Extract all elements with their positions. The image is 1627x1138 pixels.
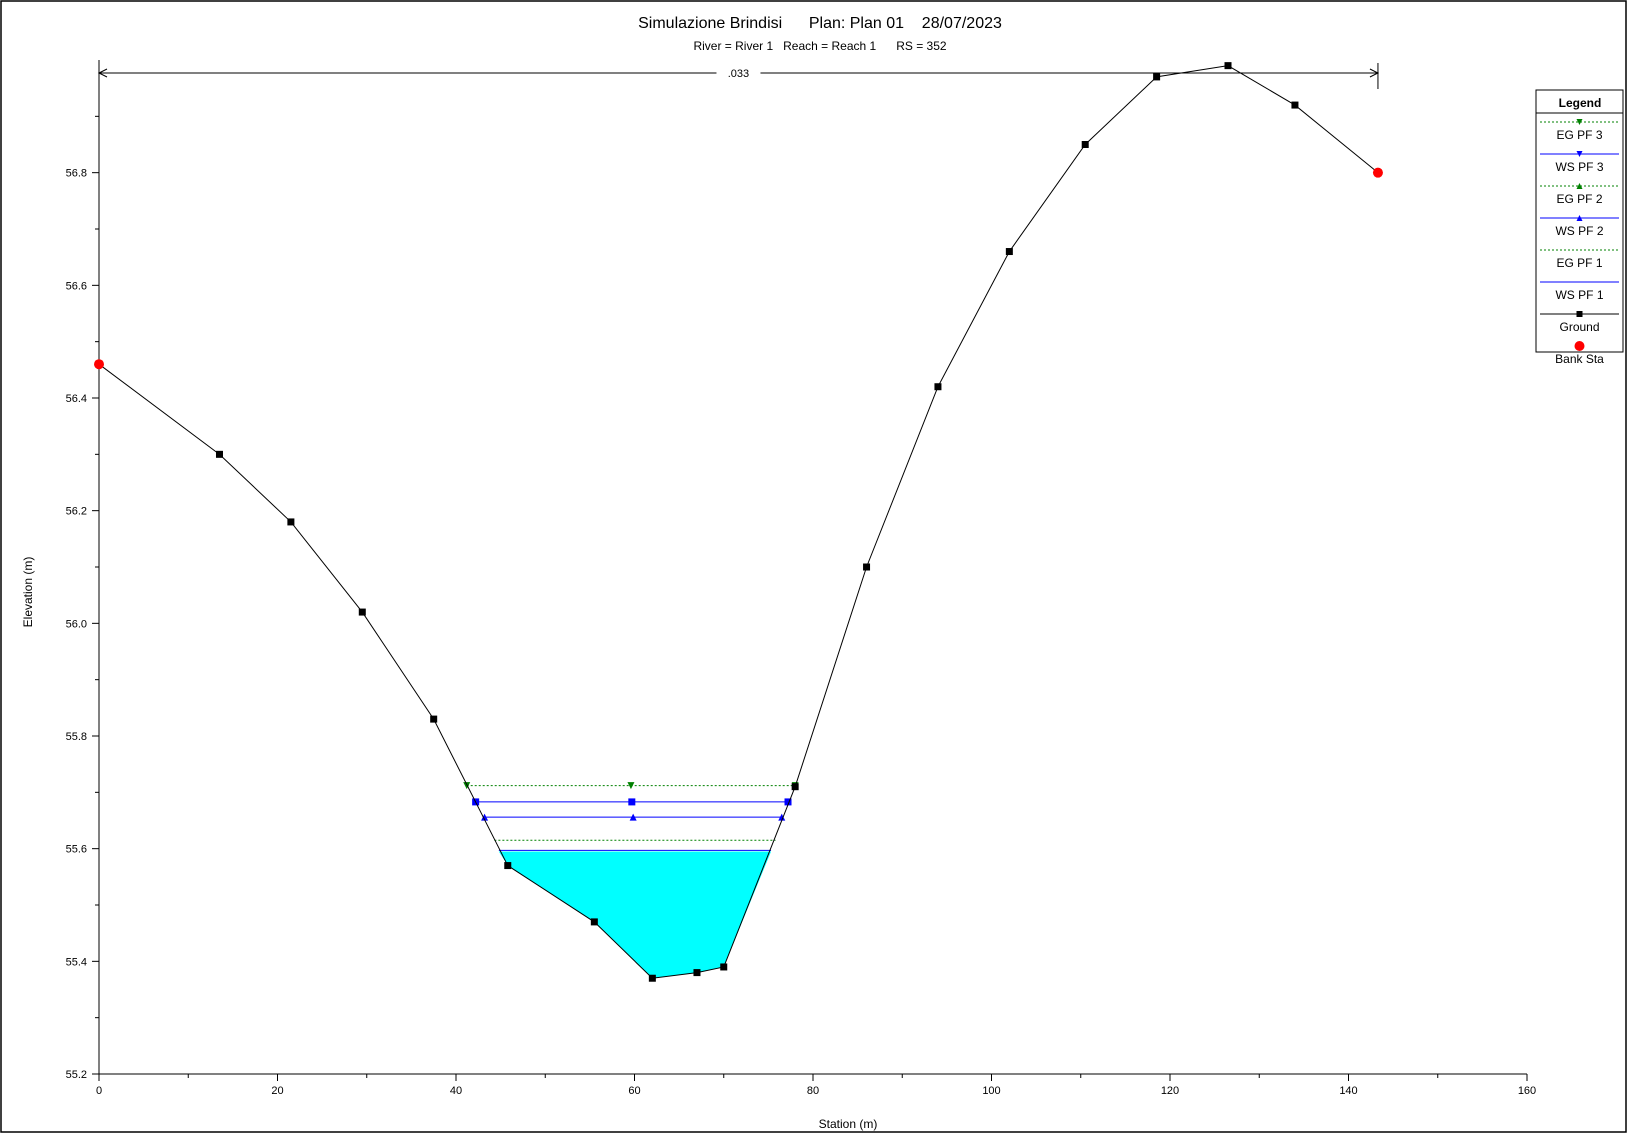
y-tick-label: 55.2 xyxy=(66,1069,87,1081)
profile-marker xyxy=(628,798,636,806)
x-tick-label: 20 xyxy=(271,1085,283,1097)
y-tick-label: 56.8 xyxy=(66,168,87,180)
chart-subtitle: River = River 1 Reach = Reach 1 RS = 352 xyxy=(693,39,946,53)
ground-point xyxy=(863,563,871,571)
ground-point xyxy=(720,963,728,971)
legend-title: Legend xyxy=(1559,96,1602,110)
x-tick-label: 120 xyxy=(1161,1085,1179,1097)
legend-item-label: EG PF 2 xyxy=(1556,192,1602,206)
manning-n-bar: .033 xyxy=(97,63,1380,89)
legend-item-ws-pf-3: WS PF 3 xyxy=(1540,151,1619,174)
ground-point xyxy=(1005,248,1013,256)
legend-item-bank-sta: Bank Sta xyxy=(1555,341,1604,366)
x-tick-label: 40 xyxy=(450,1085,462,1097)
profile-ws-pf-2 xyxy=(481,813,786,821)
legend: Legend EG PF 3WS PF 3EG PF 2WS PF 2EG PF… xyxy=(1535,89,1624,366)
ground-point xyxy=(1291,101,1299,109)
ground-point xyxy=(791,783,799,791)
ground-point xyxy=(1081,141,1089,148)
axes: 0 20 40 60 80 100 120 140 160 55.2 55.4 55.6 55.8 56.… xyxy=(66,60,1536,1097)
manning-n-left-arrow xyxy=(97,68,108,78)
profile-marker xyxy=(784,798,792,806)
y-tick-label: 56.2 xyxy=(66,506,87,518)
legend-item-label: Ground xyxy=(1559,320,1599,334)
ground-point xyxy=(430,715,438,723)
legend-swatch-marker xyxy=(1576,119,1583,125)
x-axis-label: Station (m) xyxy=(819,1117,878,1131)
x-tick-label: 80 xyxy=(807,1085,819,1097)
manning-n-label-bg xyxy=(716,65,761,81)
ground-point xyxy=(693,969,701,977)
profile-marker xyxy=(778,813,786,821)
legend-item-label: Bank Sta xyxy=(1555,352,1604,366)
legend-item-eg-pf-2: EG PF 2 xyxy=(1540,183,1619,206)
ground-point xyxy=(504,862,512,870)
x-tick-label: 140 xyxy=(1339,1085,1357,1097)
ground-point xyxy=(648,974,656,982)
legend-item-eg-pf-1: EG PF 1 xyxy=(1540,249,1619,270)
legend-item-ws-pf-1: WS PF 1 xyxy=(1540,281,1619,302)
ground-point xyxy=(1153,73,1161,81)
bank-station-point xyxy=(1372,167,1383,178)
ground-point xyxy=(287,518,295,526)
bank-station-point xyxy=(94,359,104,370)
legend-item-label: WS PF 3 xyxy=(1555,160,1603,174)
ground-point xyxy=(358,608,366,616)
legend-item-label: EG PF 3 xyxy=(1556,128,1602,142)
legend-item-ws-pf-2: WS PF 2 xyxy=(1540,215,1619,238)
legend-item-eg-pf-3: EG PF 3 xyxy=(1540,119,1619,142)
manning-n-label: .033 xyxy=(728,68,749,80)
y-tick-label: 55.8 xyxy=(66,731,87,743)
water-surface-fill xyxy=(498,851,772,979)
profile-marker xyxy=(481,813,489,821)
x-tick-label: 160 xyxy=(1518,1085,1536,1097)
legend-swatch-marker xyxy=(1574,341,1585,351)
y-tick-label: 55.4 xyxy=(66,956,87,968)
ground-point xyxy=(934,383,942,391)
legend-swatch-marker xyxy=(1576,215,1583,221)
legend-item-label: WS PF 2 xyxy=(1555,224,1603,238)
chart-title: Simulazione Brindisi Plan: Plan 01 28/07… xyxy=(638,15,1002,32)
ground-point xyxy=(215,450,223,458)
profile-marker xyxy=(463,782,471,790)
profile-marker xyxy=(627,782,635,790)
manning-n-right-arrow xyxy=(1369,68,1380,78)
y-axis-label: Elevation (m) xyxy=(21,557,35,628)
y-tick-label: 56.6 xyxy=(66,280,87,292)
x-tick-label: 0 xyxy=(96,1085,102,1097)
legend-swatch-marker xyxy=(1576,151,1583,157)
y-tick-label: 55.6 xyxy=(66,844,87,856)
legend-swatch-marker xyxy=(1576,311,1583,317)
legend-item-label: EG PF 1 xyxy=(1556,256,1602,270)
legend-item-label: WS PF 1 xyxy=(1555,288,1603,302)
legend-item-ground: Ground xyxy=(1540,311,1619,334)
y-tick-label: 56.4 xyxy=(66,393,87,405)
legend-items: EG PF 3 WS PF 3 EG PF 2 WS PF 2 EG PF 1 WS PF… xyxy=(1540,119,1619,366)
x-tick-label: 60 xyxy=(628,1085,640,1097)
ground-point xyxy=(1224,62,1232,70)
y-tick-label: 56.0 xyxy=(66,618,87,630)
plot-layer: .033 xyxy=(94,62,1383,982)
ground-point xyxy=(590,918,598,926)
profile-marker xyxy=(629,813,637,821)
x-tick-label: 100 xyxy=(982,1085,1000,1097)
legend-swatch-marker xyxy=(1576,183,1583,189)
